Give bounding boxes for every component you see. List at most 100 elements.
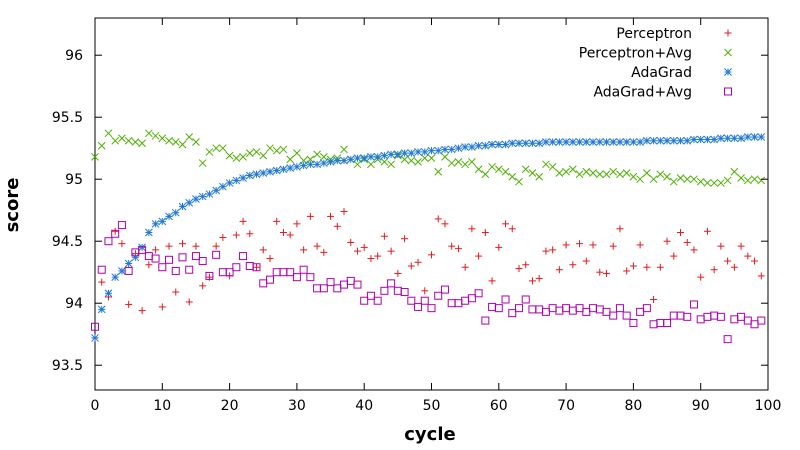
data-point — [609, 138, 618, 146]
data-point — [494, 165, 503, 174]
data-point — [602, 170, 611, 179]
data-point — [454, 245, 462, 253]
data-point — [400, 149, 409, 158]
data-point — [502, 220, 510, 228]
data-point — [750, 133, 759, 141]
data-point — [420, 296, 429, 305]
data-point — [347, 238, 355, 246]
data-point — [373, 153, 382, 161]
data-point — [689, 300, 698, 309]
data-point — [575, 170, 584, 179]
data-point — [744, 252, 752, 260]
data-point — [118, 134, 126, 143]
data-point — [555, 266, 563, 274]
data-point — [125, 300, 133, 308]
data-point — [380, 286, 389, 295]
data-point — [104, 237, 113, 246]
data-point — [171, 208, 180, 217]
data-point — [548, 304, 557, 313]
data-point — [414, 148, 422, 156]
data-point — [447, 145, 456, 154]
data-point — [165, 255, 174, 264]
data-point — [609, 311, 618, 320]
data-point — [414, 157, 422, 166]
data-point — [219, 182, 227, 191]
data-point — [629, 172, 638, 181]
data-point — [158, 134, 167, 143]
data-point — [272, 268, 281, 277]
data-point — [192, 242, 200, 250]
y-tick-label: 96 — [65, 48, 83, 64]
data-point — [710, 266, 718, 274]
data-point — [723, 176, 732, 185]
data-point — [488, 302, 497, 311]
data-point — [555, 138, 564, 146]
data-point — [367, 255, 375, 263]
data-point — [514, 304, 523, 313]
data-point — [286, 155, 295, 164]
data-point — [441, 220, 449, 228]
data-point — [326, 157, 335, 166]
data-point — [515, 177, 523, 186]
data-point — [528, 139, 537, 148]
legend-marker — [724, 29, 732, 37]
data-point — [488, 140, 496, 149]
data-point — [427, 154, 436, 162]
data-point — [643, 263, 651, 271]
data-point — [434, 215, 442, 223]
data-point — [286, 164, 295, 172]
data-point — [468, 157, 476, 166]
data-point — [441, 145, 449, 154]
data-point — [178, 253, 187, 262]
data-marks — [91, 129, 766, 344]
x-tick-label: 20 — [221, 398, 239, 414]
data-point — [178, 140, 187, 149]
data-point — [683, 312, 692, 321]
data-point — [602, 307, 611, 316]
legend-label: AdaGrad+Avg — [593, 85, 692, 101]
data-point — [131, 253, 140, 262]
data-point — [649, 175, 658, 184]
data-point — [259, 169, 268, 177]
data-point — [542, 138, 550, 146]
data-point — [117, 221, 126, 230]
series-0 — [91, 207, 765, 342]
data-point — [152, 246, 160, 254]
data-point — [528, 305, 537, 314]
data-point — [394, 269, 402, 277]
data-point — [454, 157, 463, 166]
data-point — [515, 139, 523, 148]
data-point — [434, 291, 443, 300]
data-point — [171, 266, 180, 275]
data-point — [717, 179, 725, 187]
data-point — [400, 155, 409, 164]
data-point — [239, 153, 247, 161]
data-point — [468, 143, 476, 151]
data-point — [407, 296, 416, 305]
data-point — [622, 311, 631, 320]
data-point — [313, 160, 321, 169]
data-point — [320, 248, 328, 256]
data-point — [582, 167, 591, 176]
data-point — [380, 151, 389, 160]
data-point — [508, 139, 517, 148]
data-point — [622, 169, 631, 177]
data-point — [541, 307, 550, 316]
data-point — [97, 265, 106, 274]
data-point — [582, 307, 591, 316]
data-point — [481, 170, 490, 179]
data-point — [293, 220, 301, 228]
data-point — [98, 278, 106, 286]
data-point — [494, 140, 503, 149]
data-point — [703, 312, 712, 321]
data-point — [353, 280, 362, 289]
data-point — [562, 304, 571, 313]
data-point — [522, 261, 530, 269]
y-tick-label: 93.5 — [52, 358, 83, 374]
data-point — [178, 202, 187, 211]
data-point — [515, 264, 523, 272]
data-point — [602, 269, 610, 277]
data-point — [609, 167, 618, 176]
data-point — [353, 247, 361, 255]
data-point — [528, 277, 536, 285]
